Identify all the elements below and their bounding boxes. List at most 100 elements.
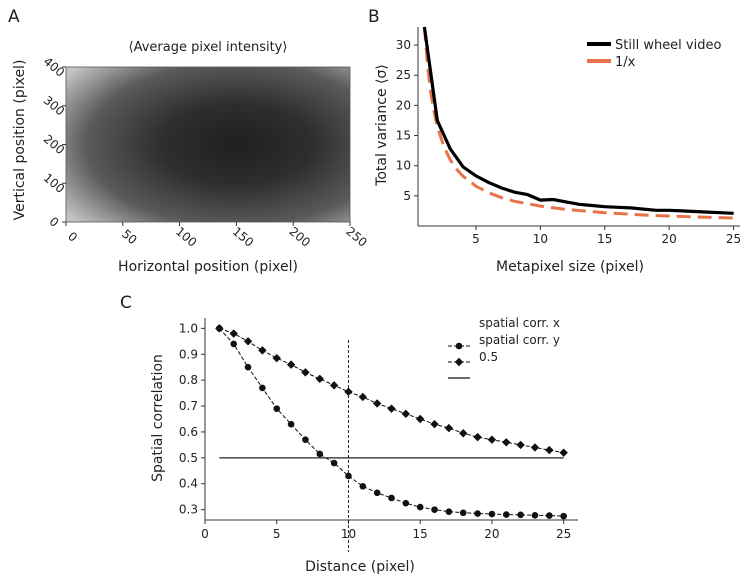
panel-c-legend-label: spatial corr. y [479, 333, 560, 347]
panel-a-ytick-label: 300 [41, 93, 68, 118]
panel-c-xlabel: Distance (pixel) [305, 559, 415, 575]
panel-b-xtick-label: 10 [533, 232, 548, 246]
corr-x-point [560, 512, 567, 520]
corr-y-point [502, 438, 511, 447]
panel-c-ytick-label: 0.6 [179, 425, 198, 439]
panel-c-ytick-label: 0.8 [179, 373, 198, 387]
corr-y-point [301, 368, 310, 377]
panel-b-ylabel: Total variance ⟨σ⟩ [374, 64, 390, 187]
corr-y-point [286, 360, 296, 369]
panel-b-ytick-label: 20 [396, 98, 411, 112]
panel-a-title: ⟨Average pixel intensity⟩ [129, 40, 288, 55]
panel-a-ytick-label: 400 [41, 54, 68, 79]
panel-c-legend-label: 0.5 [479, 350, 498, 364]
panel-b-ytick-label: 15 [396, 129, 411, 143]
panel-a-xtick-label: 200 [286, 224, 313, 249]
corr-x-point [517, 511, 524, 519]
panel-b-ytick-label: 25 [396, 68, 411, 82]
panel-a-xtick-label: 100 [173, 224, 200, 249]
corr-x-point [302, 436, 309, 444]
corr-y-point [415, 414, 425, 424]
panel-c-ytick-label: 0.3 [179, 503, 198, 517]
corr-y-point [229, 329, 238, 338]
panel-b-ytick-label: 30 [396, 38, 411, 52]
panel-label-b: B [368, 7, 380, 27]
corr-x-point [273, 405, 281, 412]
corr-y-point [545, 445, 554, 455]
series-line-corr-y [219, 327, 564, 454]
panel-c-xtick-label: 5 [273, 527, 281, 541]
panel-a-xtick-label: 150 [230, 224, 257, 249]
corr-x-point [531, 512, 539, 519]
panel-a-xtick-label: 0 [65, 229, 80, 245]
panel-b-xtick-label: 15 [597, 232, 612, 246]
corr-y-point [387, 404, 396, 413]
panel-c-ytick-label: 0.7 [179, 399, 198, 413]
corr-x-point [502, 511, 510, 518]
corr-x-point [445, 508, 453, 516]
panel-b-ytick-label: 10 [396, 159, 411, 173]
corr-x-point [244, 363, 252, 371]
panel-a-ytick-label: 200 [41, 132, 68, 157]
panel-c-ylabel: Spatial correlation [150, 354, 166, 482]
legend-marker-circle [455, 342, 463, 350]
panel-b-xtick-label: 25 [726, 232, 741, 246]
panel-a-xtick-label: 50 [119, 227, 140, 248]
panel-a-ylabel: Vertical position (pixel) [12, 60, 28, 221]
corr-x-point [359, 483, 367, 490]
panel-label-a: A [8, 7, 20, 27]
corr-x-point [345, 472, 352, 480]
corr-x-point [488, 510, 496, 518]
corr-x-point [431, 506, 438, 513]
corr-y-point [444, 423, 454, 433]
panel-a-ytick-label: 100 [41, 171, 68, 196]
heatmap-image [65, 66, 351, 223]
panel-b-xtick-label: 5 [472, 232, 480, 246]
corr-y-point [272, 353, 281, 363]
corr-y-point [344, 387, 353, 397]
corr-x-point [259, 384, 266, 392]
panel-c-ytick-label: 0.9 [179, 347, 198, 361]
corr-x-point [230, 340, 237, 348]
series-line-inverse-x [422, 26, 734, 220]
corr-y-point [329, 381, 339, 390]
corr-x-point [373, 489, 381, 497]
panel-a-heatmap: ⟨Average pixel intensity⟩ 0 50 100 150 200 25… [12, 40, 370, 275]
corr-x-point [330, 459, 338, 467]
panel-a-xtick-label: 250 [343, 224, 370, 249]
legend-label: 1/x [615, 55, 636, 70]
corr-x-point [287, 420, 295, 428]
corr-y-point [215, 324, 224, 333]
corr-y-point [530, 443, 540, 452]
panel-c-xtick-label: 15 [413, 527, 428, 541]
panel-c-xtick-label: 10 [341, 527, 356, 541]
corr-y-point [258, 346, 267, 355]
corr-y-point [559, 448, 568, 457]
corr-y-point [459, 429, 468, 438]
panel-c-xtick-label: 0 [201, 527, 209, 541]
corr-x-point [402, 499, 410, 507]
legend-marker-diamond [454, 357, 464, 367]
corr-y-point [487, 435, 497, 444]
panel-b-xlabel: Metapixel size (pixel) [496, 259, 644, 275]
panel-c-ytick-label: 0.5 [179, 451, 198, 465]
corr-y-point [430, 419, 439, 429]
series-line-corr-x [218, 328, 564, 517]
panel-b-ytick-label: 5 [403, 189, 411, 203]
corr-x-point [546, 512, 553, 519]
series-line-still-wheel [422, 26, 734, 215]
corr-y-point [372, 399, 382, 408]
legend-label: Still wheel video [615, 38, 721, 53]
corr-y-point [516, 440, 525, 450]
panel-c-xtick-label: 25 [556, 527, 571, 541]
panel-c-ytick-label: 1.0 [179, 321, 198, 335]
panel-c-xtick-label: 20 [484, 527, 499, 541]
corr-y-point [473, 432, 482, 442]
panel-label-c: C [120, 293, 132, 313]
panel-a-xlabel: Horizontal position (pixel) [118, 259, 298, 275]
corr-y-point [315, 374, 324, 384]
corr-x-point [474, 510, 481, 517]
corr-y-point [401, 409, 411, 419]
panel-c-chart: 0 5 10 15 20 25 0.3 0.4 0.5 0.6 0.7 0.8 0.9 1.0 spati… [150, 316, 578, 575]
